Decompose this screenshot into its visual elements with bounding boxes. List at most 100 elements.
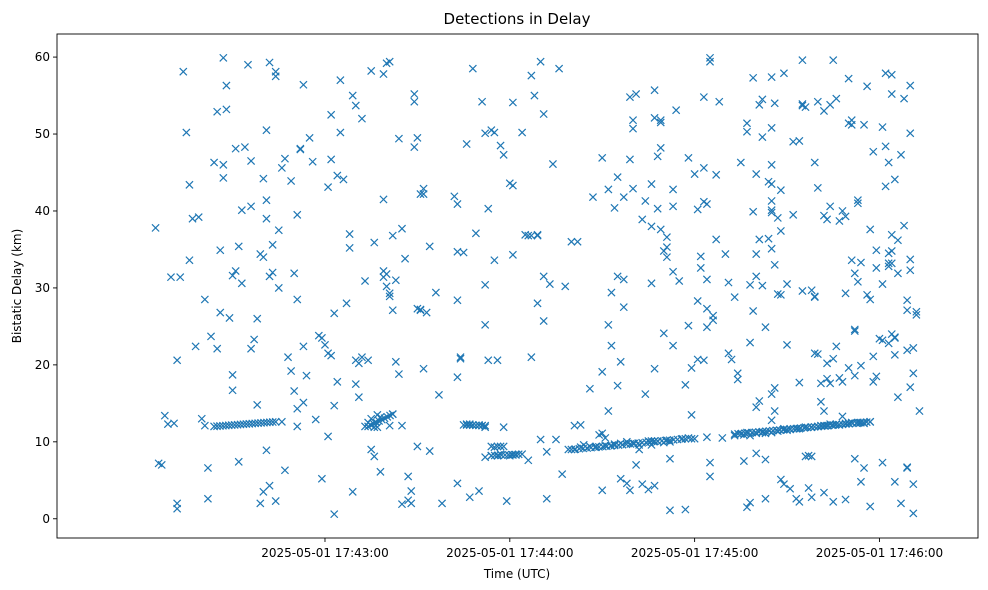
data-point xyxy=(567,237,576,246)
data-point xyxy=(299,342,308,351)
data-point xyxy=(742,127,752,136)
data-point xyxy=(185,180,194,189)
data-point xyxy=(810,422,819,431)
data-point xyxy=(385,289,394,298)
data-point xyxy=(468,421,477,430)
data-point xyxy=(416,306,425,315)
data-point xyxy=(478,97,487,106)
data-point xyxy=(758,133,767,142)
data-point xyxy=(481,320,490,329)
points-layer xyxy=(151,53,924,519)
data-point xyxy=(736,158,745,167)
data-point xyxy=(320,340,330,349)
data-point xyxy=(650,481,659,490)
data-point xyxy=(339,175,348,184)
data-point xyxy=(727,355,736,364)
data-point xyxy=(265,481,274,490)
data-point xyxy=(819,488,829,497)
data-point xyxy=(890,477,899,486)
data-point xyxy=(715,97,724,106)
data-point xyxy=(194,213,203,222)
data-point xyxy=(779,425,788,434)
data-point xyxy=(768,426,777,435)
data-point xyxy=(499,442,508,451)
data-point xyxy=(675,276,684,286)
data-point xyxy=(761,427,770,436)
data-point xyxy=(610,203,619,212)
data-point xyxy=(641,196,650,205)
data-point xyxy=(796,424,805,433)
data-point xyxy=(474,421,484,430)
data-point xyxy=(219,53,228,62)
data-point xyxy=(271,72,280,81)
data-point xyxy=(819,407,829,416)
data-point xyxy=(388,231,397,240)
data-point xyxy=(622,479,631,488)
data-point xyxy=(465,493,474,502)
data-point xyxy=(724,349,733,358)
data-point xyxy=(702,200,711,209)
data-point xyxy=(200,295,209,304)
data-point xyxy=(404,472,413,481)
data-point xyxy=(619,193,628,202)
data-point xyxy=(422,308,431,317)
data-point xyxy=(240,143,249,152)
data-point xyxy=(576,420,585,429)
data-point xyxy=(866,225,875,234)
data-point xyxy=(838,412,847,421)
y-tick-label: 50 xyxy=(35,127,50,141)
data-point xyxy=(656,118,665,127)
data-point xyxy=(730,430,739,439)
data-point xyxy=(853,196,862,205)
data-point xyxy=(530,91,539,100)
data-point xyxy=(838,206,847,216)
data-point xyxy=(185,256,194,265)
data-point xyxy=(681,434,690,443)
data-point xyxy=(222,81,231,90)
data-point xyxy=(638,215,647,224)
data-point xyxy=(607,341,616,350)
data-point xyxy=(253,400,262,409)
data-point xyxy=(290,387,299,396)
data-point xyxy=(628,184,638,193)
data-point xyxy=(330,510,339,519)
data-point xyxy=(765,426,774,435)
data-point xyxy=(761,494,770,503)
data-point xyxy=(259,253,268,262)
data-point xyxy=(481,129,490,138)
data-point xyxy=(490,443,499,452)
data-point xyxy=(669,267,678,276)
data-point xyxy=(573,237,582,246)
data-point xyxy=(299,398,308,407)
data-point xyxy=(487,442,496,451)
data-point xyxy=(351,101,360,110)
data-point xyxy=(228,370,237,379)
data-point xyxy=(203,494,212,503)
data-point xyxy=(773,213,782,222)
data-point xyxy=(752,170,761,179)
data-point xyxy=(247,156,256,165)
data-point xyxy=(225,313,234,322)
data-point xyxy=(770,99,779,108)
data-point xyxy=(699,356,708,365)
data-point xyxy=(173,499,182,508)
data-point xyxy=(234,242,243,251)
data-point xyxy=(598,153,607,162)
data-point xyxy=(844,363,853,372)
data-point xyxy=(850,269,859,278)
data-point xyxy=(656,143,665,152)
data-point xyxy=(413,133,422,142)
data-point xyxy=(850,454,859,463)
data-point xyxy=(632,89,641,99)
data-point xyxy=(789,210,798,219)
data-point xyxy=(311,415,320,424)
data-point xyxy=(604,185,613,194)
data-point xyxy=(293,422,302,431)
data-point xyxy=(481,280,490,289)
data-point xyxy=(718,433,727,442)
data-point xyxy=(860,120,869,129)
data-point xyxy=(536,435,545,444)
data-point xyxy=(259,174,268,183)
data-point xyxy=(807,493,816,502)
data-point xyxy=(598,429,607,438)
